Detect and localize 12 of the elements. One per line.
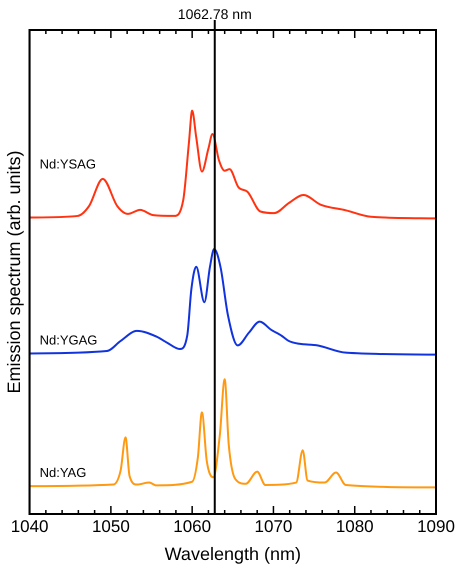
series-label: Nd:YAG	[40, 465, 86, 480]
x-tick-label: 1050	[92, 516, 130, 536]
x-tick-label: 1090	[417, 516, 455, 536]
x-tick-label: 1080	[336, 516, 374, 536]
x-axis-title: Wavelength (nm)	[164, 544, 301, 564]
x-tick-label: 1060	[173, 516, 212, 536]
y-axis-title: Emission spectrum (arb. units)	[4, 150, 24, 394]
series-label: Nd:YGAG	[40, 332, 98, 348]
x-tick-label: 1040	[10, 516, 49, 536]
series-label: Nd:YSAG	[40, 156, 96, 172]
x-tick-label: 1070	[254, 516, 292, 536]
ref-line-label: 1062.78 nm	[178, 6, 252, 22]
